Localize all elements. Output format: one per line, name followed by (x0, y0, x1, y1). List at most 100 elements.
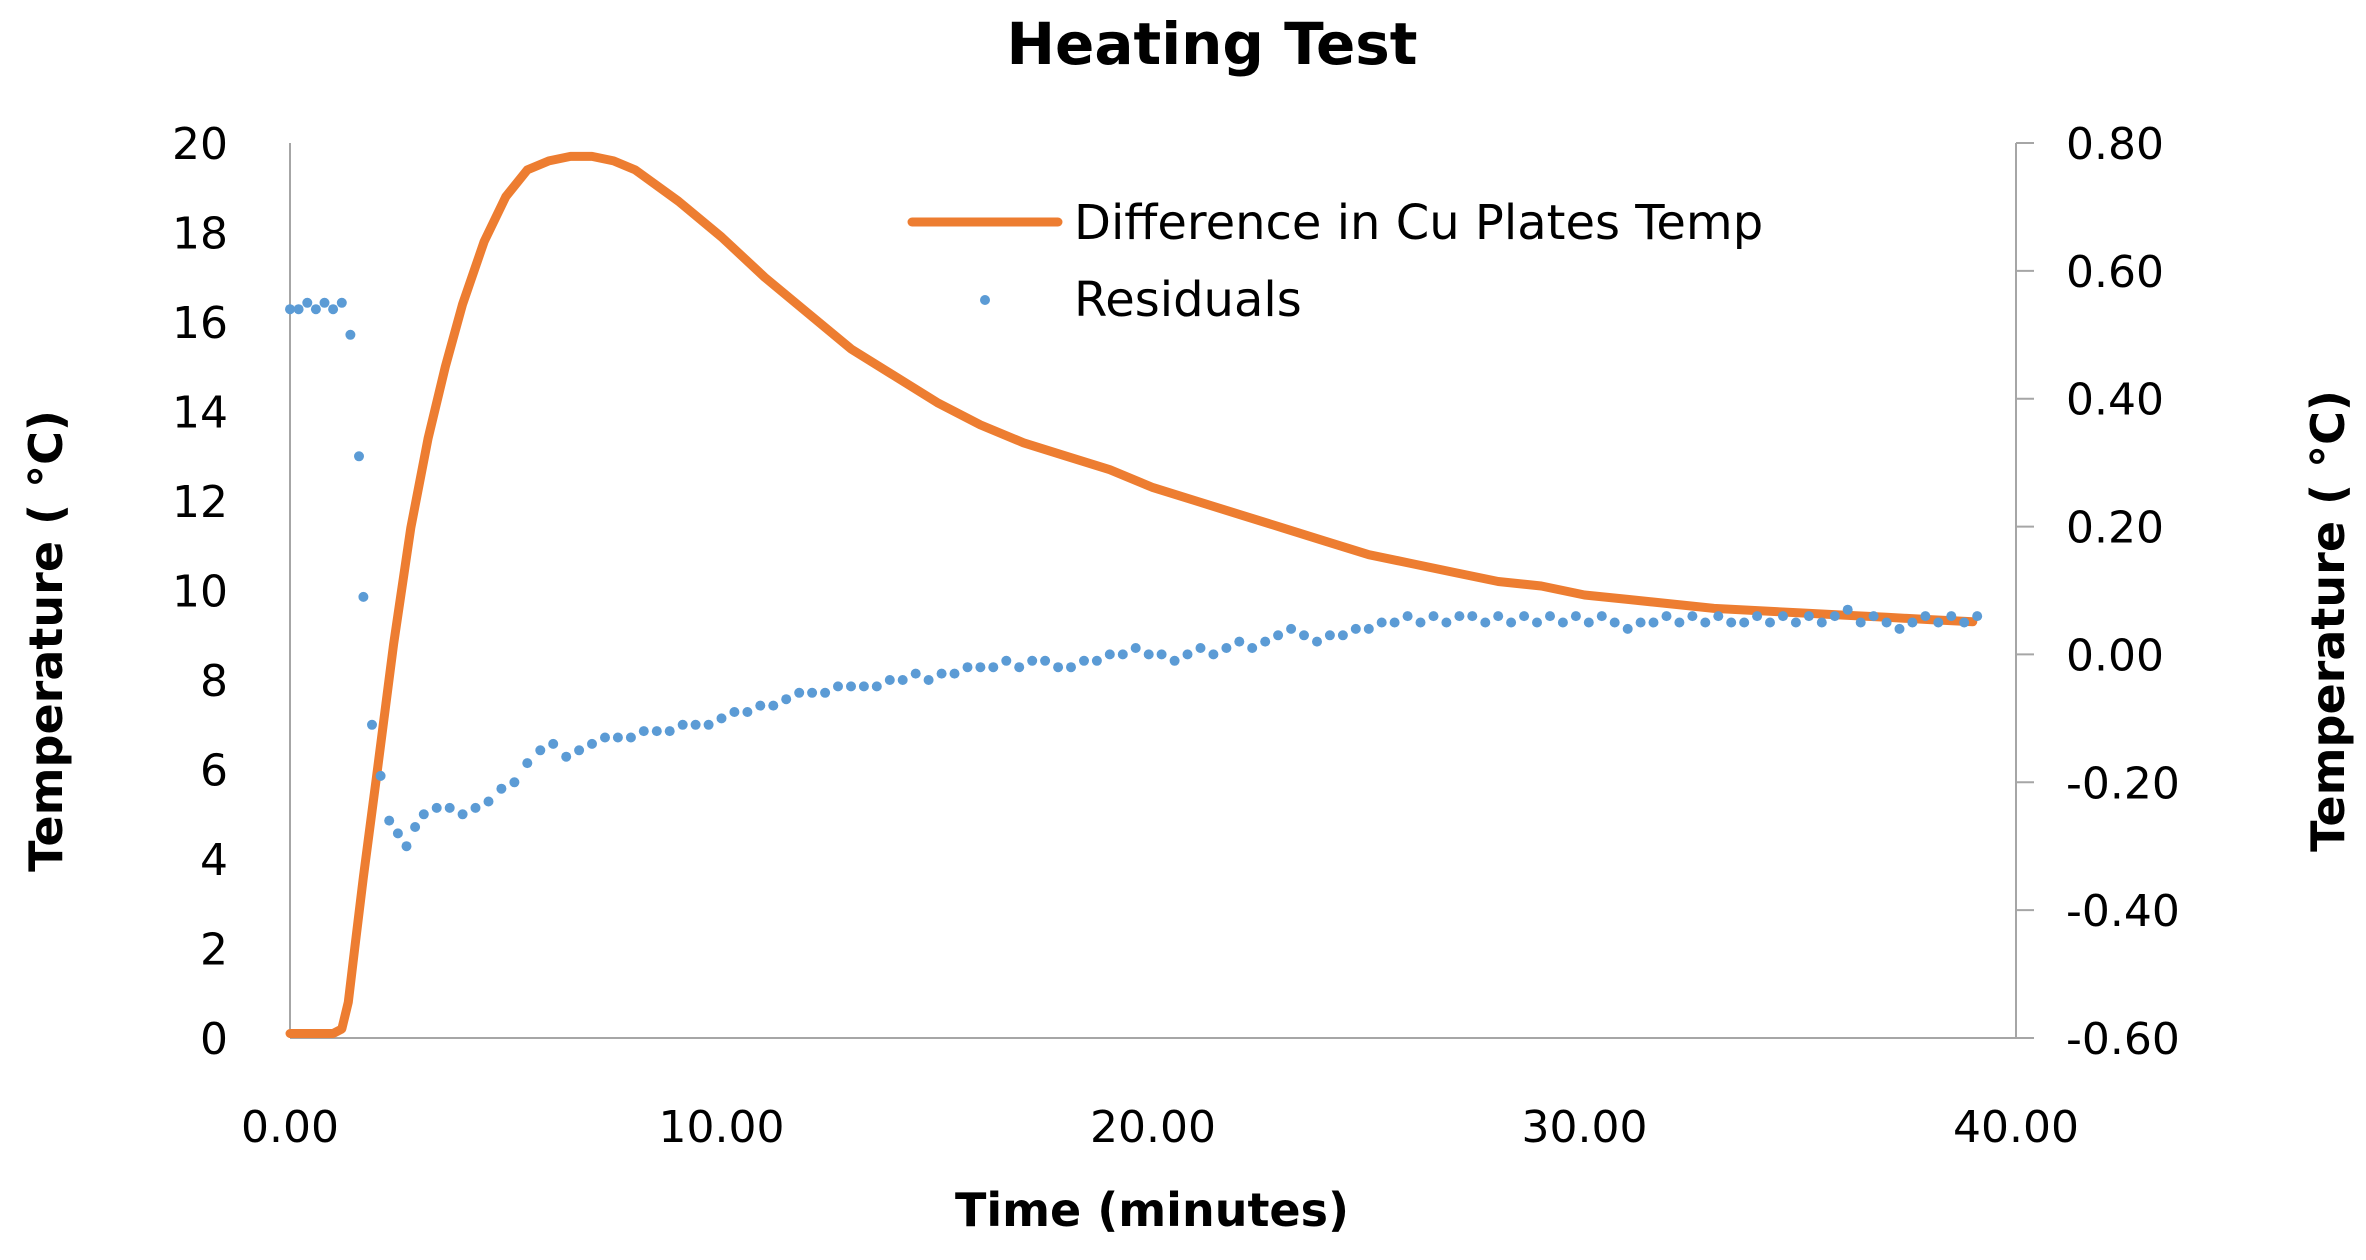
legend: Difference in Cu Plates Temp Residuals (907, 195, 1763, 328)
residual-point (871, 681, 882, 692)
y-tick-label: 8 (200, 656, 228, 707)
residual-point (1169, 655, 1180, 666)
residual-point (1519, 611, 1530, 622)
y2-tick-label: -0.40 (2066, 886, 2180, 937)
x-axis-title: Time (minutes) (955, 1183, 1349, 1237)
residual-point (548, 738, 559, 749)
residual-point (1273, 630, 1284, 641)
residual-point (367, 719, 377, 730)
residual-point (1234, 636, 1245, 647)
y-axis-title: Temperature ( °C) (19, 410, 73, 872)
residual-point (496, 783, 507, 794)
residual-point (1415, 617, 1426, 628)
residual-point (401, 841, 412, 852)
residual-point (755, 700, 766, 711)
residual-point (1778, 611, 1788, 622)
residual-point (392, 828, 403, 839)
residual-point (457, 809, 468, 820)
x-tick-label: 20.00 (1090, 1102, 1216, 1153)
residual-point (651, 726, 662, 737)
y-tick-label: 20 (172, 119, 228, 170)
residual-point (302, 297, 313, 308)
residual-point (1454, 611, 1465, 622)
x-tick-label: 40.00 (1953, 1102, 2079, 1153)
residual-point (431, 802, 442, 813)
residual-point (1066, 662, 1076, 673)
y2-axis-title: Temperature ( °C) (2301, 390, 2355, 852)
residual-point (574, 745, 585, 756)
residual-point (1622, 623, 1633, 634)
residual-point (988, 662, 999, 673)
residual-point (1156, 649, 1167, 660)
y2-tick-label: -0.20 (2066, 758, 2180, 809)
y2-tick-label: -0.60 (2066, 1014, 2180, 1065)
residual-point (1040, 655, 1051, 666)
residual-point (1053, 662, 1064, 673)
y2-tick-label: 0.60 (2066, 247, 2164, 298)
residual-point (1493, 611, 1504, 622)
residual-point (1739, 617, 1750, 628)
residual-point (794, 687, 805, 698)
residual-point (1557, 617, 1568, 628)
residual-point (1933, 617, 1944, 628)
residual-point (1480, 617, 1491, 628)
plot-area (285, 151, 1983, 1038)
residual-point (1532, 617, 1542, 628)
residual-point (1117, 649, 1128, 660)
residual-point (410, 822, 421, 832)
residual-point (1091, 655, 1102, 666)
residual-point (1790, 617, 1801, 628)
residual-point (1402, 611, 1413, 622)
residual-point (1324, 630, 1335, 641)
residual-point (807, 687, 818, 698)
residual-point (1661, 611, 1672, 622)
residual-point (1674, 617, 1685, 628)
residual-point (375, 770, 386, 781)
residual-point (418, 809, 429, 820)
residual-point (1337, 630, 1348, 641)
residual-point (1946, 611, 1957, 622)
residual-point (1545, 611, 1555, 622)
residual-point (1363, 623, 1374, 634)
residual-point (1182, 649, 1193, 660)
residual-point (1713, 611, 1724, 622)
y-tick-label: 2 (200, 925, 228, 976)
residual-point (1208, 649, 1219, 660)
y-tick-label: 4 (200, 835, 228, 886)
residual-point (1752, 611, 1763, 622)
residual-point (328, 304, 339, 315)
residual-point (729, 707, 740, 717)
residual-point (1972, 611, 1983, 622)
y-tick-label: 10 (172, 567, 228, 618)
axes (289, 142, 2034, 1039)
residual-point (1868, 611, 1879, 622)
residual-point (690, 719, 701, 730)
residual-point (923, 675, 934, 685)
residual-point (781, 694, 792, 705)
residual-point (846, 681, 856, 692)
residual-point (1959, 617, 1970, 628)
y2-tick-label: 0.80 (2066, 119, 2164, 170)
residual-point (910, 668, 921, 679)
residual-point (1104, 649, 1115, 660)
residual-point (1570, 611, 1581, 622)
residual-point (1467, 611, 1478, 622)
residual-point (1428, 611, 1439, 622)
residual-point (1299, 630, 1309, 641)
chart-title: Heating Test (1006, 10, 1417, 78)
residual-point (1803, 611, 1814, 622)
tick-labels: 0 2 4 6 8 10 12 14 16 18 20 -0.60 -0.40 -0.20 0.00 0.20… (172, 119, 2180, 1153)
residual-point (535, 745, 546, 756)
residual-point (285, 304, 295, 315)
residual-point (1816, 617, 1827, 628)
residual-point (293, 304, 304, 315)
y2-tick-label: 0.40 (2066, 375, 2164, 426)
residual-point (1726, 617, 1737, 628)
y2-tick-label: 0.20 (2066, 503, 2164, 554)
residual-point (336, 297, 347, 308)
residual-point (1920, 611, 1931, 622)
residual-point (949, 668, 960, 679)
y-tick-label: 0 (200, 1014, 228, 1065)
y2-tick-label: 0.00 (2066, 630, 2164, 681)
